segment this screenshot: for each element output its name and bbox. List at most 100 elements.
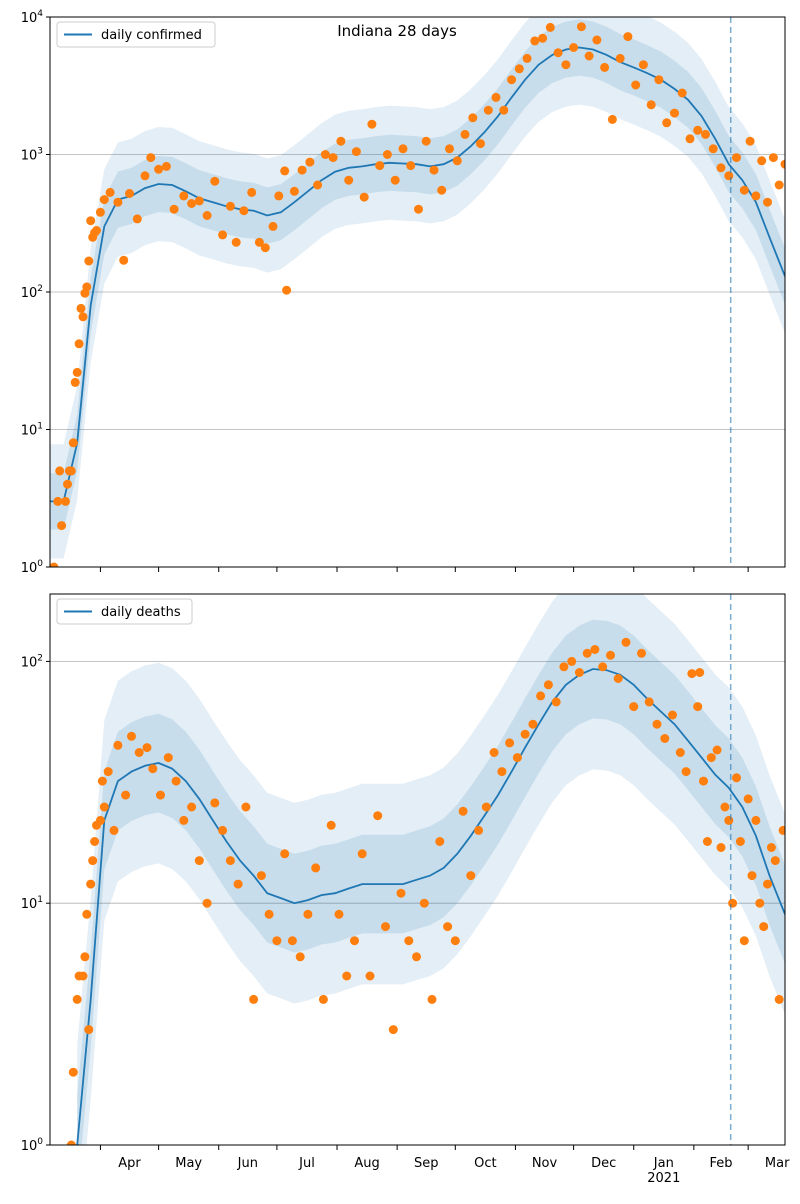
data-point bbox=[662, 118, 672, 128]
data-point bbox=[724, 815, 734, 825]
y-tick-label: 102 bbox=[21, 653, 43, 670]
data-point bbox=[241, 802, 251, 812]
data-point bbox=[716, 163, 726, 173]
x-tick-label: Dec bbox=[591, 1156, 616, 1171]
x-tick-label: Mar bbox=[765, 1156, 790, 1171]
data-point bbox=[528, 719, 538, 729]
data-point bbox=[774, 180, 784, 190]
x-tick-label: Jun bbox=[237, 1156, 258, 1171]
data-point bbox=[367, 119, 377, 129]
data-point bbox=[590, 645, 600, 654]
data-point bbox=[545, 22, 555, 32]
data-point bbox=[497, 767, 507, 777]
data-point bbox=[163, 753, 173, 763]
data-point bbox=[63, 479, 72, 489]
data-point bbox=[716, 843, 726, 852]
data-point bbox=[295, 952, 305, 962]
model-line bbox=[76, 668, 785, 1145]
data-point bbox=[148, 764, 158, 774]
data-point bbox=[99, 802, 109, 812]
data-point bbox=[171, 776, 181, 786]
data-point bbox=[398, 144, 408, 154]
data-point bbox=[132, 214, 142, 224]
data-point bbox=[584, 51, 594, 61]
data-point bbox=[732, 153, 741, 163]
data-point bbox=[474, 825, 484, 835]
data-point bbox=[225, 201, 235, 211]
data-point bbox=[78, 312, 88, 322]
x-tick-label: Jul bbox=[298, 1156, 315, 1171]
data-point bbox=[357, 849, 367, 859]
data-point bbox=[468, 113, 478, 123]
data-point bbox=[105, 187, 115, 197]
data-point bbox=[342, 971, 352, 981]
data-point bbox=[119, 255, 129, 265]
data-point bbox=[326, 820, 336, 830]
data-point bbox=[320, 150, 330, 159]
data-point bbox=[82, 282, 92, 292]
data-point bbox=[84, 256, 94, 266]
data-point bbox=[344, 175, 354, 185]
data-point bbox=[239, 206, 249, 216]
data-point bbox=[739, 936, 749, 946]
data-point bbox=[607, 114, 617, 124]
legend: daily confirmed bbox=[56, 21, 216, 48]
data-point bbox=[724, 171, 734, 181]
data-point bbox=[218, 825, 228, 835]
data-point bbox=[582, 648, 592, 658]
data-point bbox=[551, 697, 561, 707]
data-point bbox=[755, 898, 765, 908]
data-point bbox=[427, 994, 437, 1004]
data-point bbox=[61, 496, 70, 506]
data-point bbox=[57, 521, 67, 531]
data-point bbox=[458, 806, 468, 816]
data-point bbox=[68, 1067, 78, 1077]
data-point bbox=[249, 994, 259, 1004]
plot-area bbox=[66, 594, 785, 1145]
data-point bbox=[623, 32, 633, 42]
data-point bbox=[72, 367, 82, 377]
data-point bbox=[80, 952, 90, 962]
data-point bbox=[720, 802, 730, 812]
data-point bbox=[419, 898, 429, 908]
data-point bbox=[210, 176, 220, 186]
data-point bbox=[615, 53, 625, 63]
data-point bbox=[351, 147, 361, 157]
data-point bbox=[429, 165, 439, 175]
data-point bbox=[693, 125, 703, 135]
data-point bbox=[757, 156, 767, 166]
data-point bbox=[336, 136, 346, 146]
data-point bbox=[699, 776, 708, 786]
data-point bbox=[631, 80, 641, 90]
data-point bbox=[536, 691, 546, 701]
data-point bbox=[770, 856, 780, 866]
data-point bbox=[70, 377, 80, 387]
data-point bbox=[187, 802, 197, 812]
data-point bbox=[751, 191, 761, 201]
data-point bbox=[445, 144, 454, 154]
y-tick-label: 100 bbox=[21, 1137, 44, 1154]
data-point bbox=[113, 740, 123, 750]
data-point bbox=[95, 815, 105, 825]
data-point bbox=[55, 466, 65, 476]
plot-area bbox=[50, 17, 785, 567]
x-tick-label: Feb bbox=[709, 1156, 732, 1171]
data-point bbox=[735, 837, 745, 846]
data-point bbox=[677, 88, 687, 98]
data-point bbox=[125, 189, 134, 198]
data-point bbox=[97, 776, 107, 786]
data-point bbox=[247, 187, 257, 197]
data-point bbox=[466, 871, 476, 881]
legend-box bbox=[56, 21, 216, 48]
data-point bbox=[233, 879, 243, 889]
y-tick-label: 101 bbox=[21, 422, 43, 439]
data-point bbox=[72, 994, 82, 1004]
data-point bbox=[375, 161, 385, 171]
data-point bbox=[134, 748, 144, 757]
data-point bbox=[95, 207, 105, 217]
data-point bbox=[359, 192, 369, 202]
data-point bbox=[520, 729, 530, 739]
data-point bbox=[210, 798, 220, 808]
legend-box bbox=[56, 598, 193, 625]
data-point bbox=[256, 871, 266, 881]
